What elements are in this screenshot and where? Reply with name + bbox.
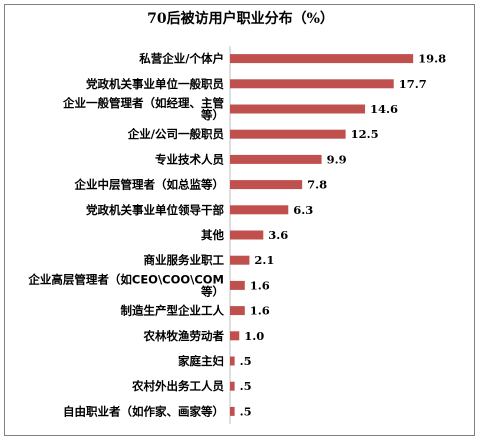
category-label: 党政机关事业单位一般职员	[86, 77, 224, 91]
category-label: 企业一般管理者（如经理、主管等）	[62, 96, 224, 122]
chart-frame	[4, 4, 475, 436]
value-label: .5	[240, 404, 252, 418]
value-label: 2.1	[254, 253, 274, 267]
bar	[230, 79, 394, 89]
value-label: 3.6	[268, 228, 288, 242]
category-label: 其他	[201, 228, 224, 242]
category-label: 农村外出务工人员	[131, 379, 224, 393]
value-label: 1.0	[244, 329, 264, 343]
value-label: .5	[240, 354, 252, 368]
bar	[230, 54, 414, 64]
bars	[230, 54, 414, 416]
bar	[230, 356, 235, 366]
value-label: 19.8	[418, 52, 446, 66]
category-label: 专业技术人员	[155, 152, 224, 166]
value-label: 9.9	[327, 152, 347, 166]
bar	[230, 381, 235, 391]
category-label: 私营企业/个体户	[139, 52, 224, 66]
category-label: 商业服务业职工	[144, 253, 225, 267]
bar	[230, 205, 289, 215]
value-label: 6.3	[293, 203, 313, 217]
category-label: 党政机关事业单位领导干部	[86, 203, 224, 217]
bar	[230, 180, 303, 190]
bar	[230, 255, 250, 265]
value-labels: 19.8 17.714.6 12.5 9.97.8 6.3 3.6 2.1 1.6 1.6 1.0…	[240, 52, 447, 419]
bar	[230, 306, 245, 316]
bar	[230, 280, 245, 290]
bar	[230, 406, 235, 416]
value-label: 17.7	[399, 77, 427, 91]
chart-title: 70后被访用户职业分布（%）	[147, 11, 334, 27]
category-label: 企业高层管理者（如CEO\COO\COM 等）	[27, 272, 224, 298]
category-label: 制造生产型企业工人	[121, 304, 225, 318]
value-label: 7.8	[307, 178, 327, 192]
bar	[230, 104, 366, 114]
value-label: 1.6	[250, 304, 270, 318]
value-label: 1.6	[250, 278, 270, 292]
category-label: 自由职业者（如作家、画家等）	[63, 404, 224, 418]
category-label: 农林牧渔劳动者	[143, 329, 225, 343]
category-label: 企业中层管理者（如总监等）	[74, 178, 225, 192]
category-label: 家庭主妇	[178, 354, 224, 368]
bar	[230, 129, 346, 139]
bar	[230, 230, 264, 240]
value-label: .5	[240, 379, 252, 393]
category-label: 企业/公司一般职员	[127, 127, 225, 141]
bar	[230, 154, 322, 164]
bar	[230, 331, 240, 341]
value-label: 14.6	[370, 102, 398, 116]
value-label: 12.5	[351, 127, 379, 141]
